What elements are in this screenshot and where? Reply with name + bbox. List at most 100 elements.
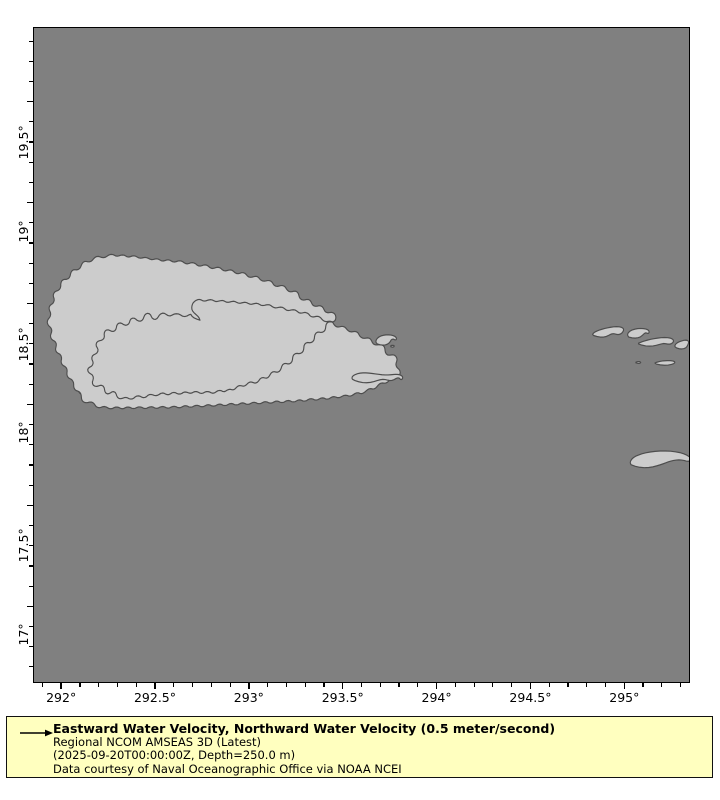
x-axis-minor-tick xyxy=(680,683,682,687)
x-axis-tick-label: 293.5° xyxy=(321,690,364,705)
x-axis-minor-tick xyxy=(98,683,100,687)
x-axis-major-tick xyxy=(623,683,625,689)
coastline-map xyxy=(46,253,689,469)
arrow-right-icon xyxy=(20,729,53,737)
x-axis-major-tick xyxy=(435,683,438,689)
x-axis-minor-tick xyxy=(492,683,494,687)
x-axis-major-tick xyxy=(248,683,250,689)
y-axis-tick-label: 19.5° xyxy=(15,124,31,160)
x-axis-tick-label: 294° xyxy=(421,690,452,705)
x-axis-minor-tick xyxy=(379,683,381,687)
x-axis-tick-label: 293° xyxy=(233,690,264,705)
legend-credit: Data courtesy of Naval Oceanographic Off… xyxy=(53,761,402,776)
x-axis-tick-label: 295° xyxy=(609,690,640,705)
legend-text-block: Eastward Water Velocity, Northward Water… xyxy=(53,721,708,776)
x-axis-major-tick xyxy=(154,683,156,689)
y-axis-minor-tick xyxy=(29,262,33,264)
island-anegada xyxy=(654,360,676,366)
x-axis-minor-tick xyxy=(304,683,306,687)
x-axis-tick-label: 292.5° xyxy=(133,690,177,705)
x-axis-minor-tick xyxy=(135,683,137,687)
y-axis-minor-tick xyxy=(29,343,33,345)
island-st-john xyxy=(627,327,650,339)
y-axis-minor-tick xyxy=(29,40,33,42)
y-axis-major-tick xyxy=(27,201,33,204)
y-axis-major-tick xyxy=(27,403,33,406)
island-st-thomas xyxy=(592,326,625,338)
x-axis-major-tick xyxy=(342,683,344,689)
x-axis-minor-tick xyxy=(323,683,325,687)
y-axis-minor-tick xyxy=(29,666,33,668)
x-axis-minor-tick xyxy=(511,683,513,687)
y-axis-tick-label: 19° xyxy=(15,219,31,243)
y-axis-minor-tick xyxy=(29,282,33,284)
x-axis-minor-tick xyxy=(210,683,212,687)
x-axis-minor-tick xyxy=(191,683,194,687)
y-axis-minor-tick xyxy=(29,323,33,325)
legend-box: Eastward Water Velocity, Northward Water… xyxy=(6,716,713,778)
x-axis-minor-tick xyxy=(567,683,569,687)
y-axis-tick-label: 18° xyxy=(15,421,31,444)
x-axis-minor-tick xyxy=(229,683,231,687)
x-axis-minor-tick xyxy=(604,683,607,687)
island-tortola xyxy=(637,336,675,347)
y-axis-minor-tick xyxy=(29,60,33,62)
y-axis-minor-tick xyxy=(29,424,33,426)
x-axis-minor-tick xyxy=(285,683,287,687)
x-axis-minor-tick xyxy=(267,683,269,687)
island-culebra xyxy=(375,334,398,346)
y-axis-minor-tick xyxy=(29,242,33,244)
map-plot-area[interactable] xyxy=(33,27,690,683)
x-axis-tick-label: 294.5° xyxy=(509,690,552,705)
x-axis-minor-tick xyxy=(454,683,456,687)
island-puerto-rico xyxy=(46,253,401,410)
y-axis-minor-tick xyxy=(29,141,33,143)
legend-subtitle: Regional NCOM AMSEAS 3D (Latest) xyxy=(53,735,262,749)
x-axis-minor-tick xyxy=(661,683,663,687)
island-vieques xyxy=(351,372,404,384)
y-axis-minor-tick xyxy=(29,524,33,527)
y-axis-minor-tick xyxy=(29,444,33,446)
y-axis-minor-tick xyxy=(29,383,33,385)
y-axis-major-tick xyxy=(27,605,33,607)
island-jost-van-dyke xyxy=(635,361,642,365)
x-axis-minor-tick xyxy=(548,683,550,687)
x-axis-minor-tick xyxy=(41,683,43,687)
y-axis-minor-tick xyxy=(29,565,33,567)
y-axis-tick-label: 18.5° xyxy=(15,326,31,361)
x-axis-minor-tick xyxy=(173,683,175,687)
map-figure: 292° 292.5° 293° 293.5° 294° 294.5° 295° 17° 17.… xyxy=(15,27,690,705)
x-axis-major-tick xyxy=(60,683,62,689)
x-axis-minor-tick xyxy=(79,683,81,687)
x-axis-minor-tick xyxy=(360,683,363,687)
x-axis-minor-tick xyxy=(586,683,588,687)
y-axis-major-tick xyxy=(27,504,33,507)
y-axis-minor-tick xyxy=(29,484,33,486)
y-axis-minor-tick xyxy=(29,363,33,365)
y-axis-minor-tick xyxy=(29,625,33,628)
y-axis-minor-tick xyxy=(29,646,33,648)
x-axis-minor-tick xyxy=(642,683,644,687)
y-axis-tick-label: 17.5° xyxy=(15,528,31,563)
y-axis-minor-tick xyxy=(29,464,33,466)
x-axis-major-tick xyxy=(529,683,532,689)
y-axis-minor-tick xyxy=(29,545,33,547)
land-polygons xyxy=(46,253,689,469)
legend-time-depth: (2025-09-20T00:00:00Z, Depth=250.0 m) xyxy=(53,748,296,763)
y-axis-minor-tick xyxy=(29,222,33,224)
y-axis-major-tick xyxy=(27,100,33,103)
y-axis-minor-tick xyxy=(29,181,33,183)
x-axis-minor-tick xyxy=(473,683,475,687)
island-st-croix xyxy=(629,450,689,469)
x-axis-tick-label: 292° xyxy=(46,690,77,705)
y-axis-minor-tick xyxy=(29,121,33,123)
y-axis-minor-tick xyxy=(29,161,33,163)
x-axis-minor-tick xyxy=(398,683,400,687)
y-axis-minor-tick xyxy=(29,80,33,83)
island-virgin-gorda xyxy=(674,339,689,350)
y-axis-minor-tick xyxy=(29,585,33,587)
island-cayo-norte xyxy=(390,344,395,348)
y-axis-tick-label: 17° xyxy=(15,623,31,646)
y-axis-major-tick xyxy=(27,302,33,305)
